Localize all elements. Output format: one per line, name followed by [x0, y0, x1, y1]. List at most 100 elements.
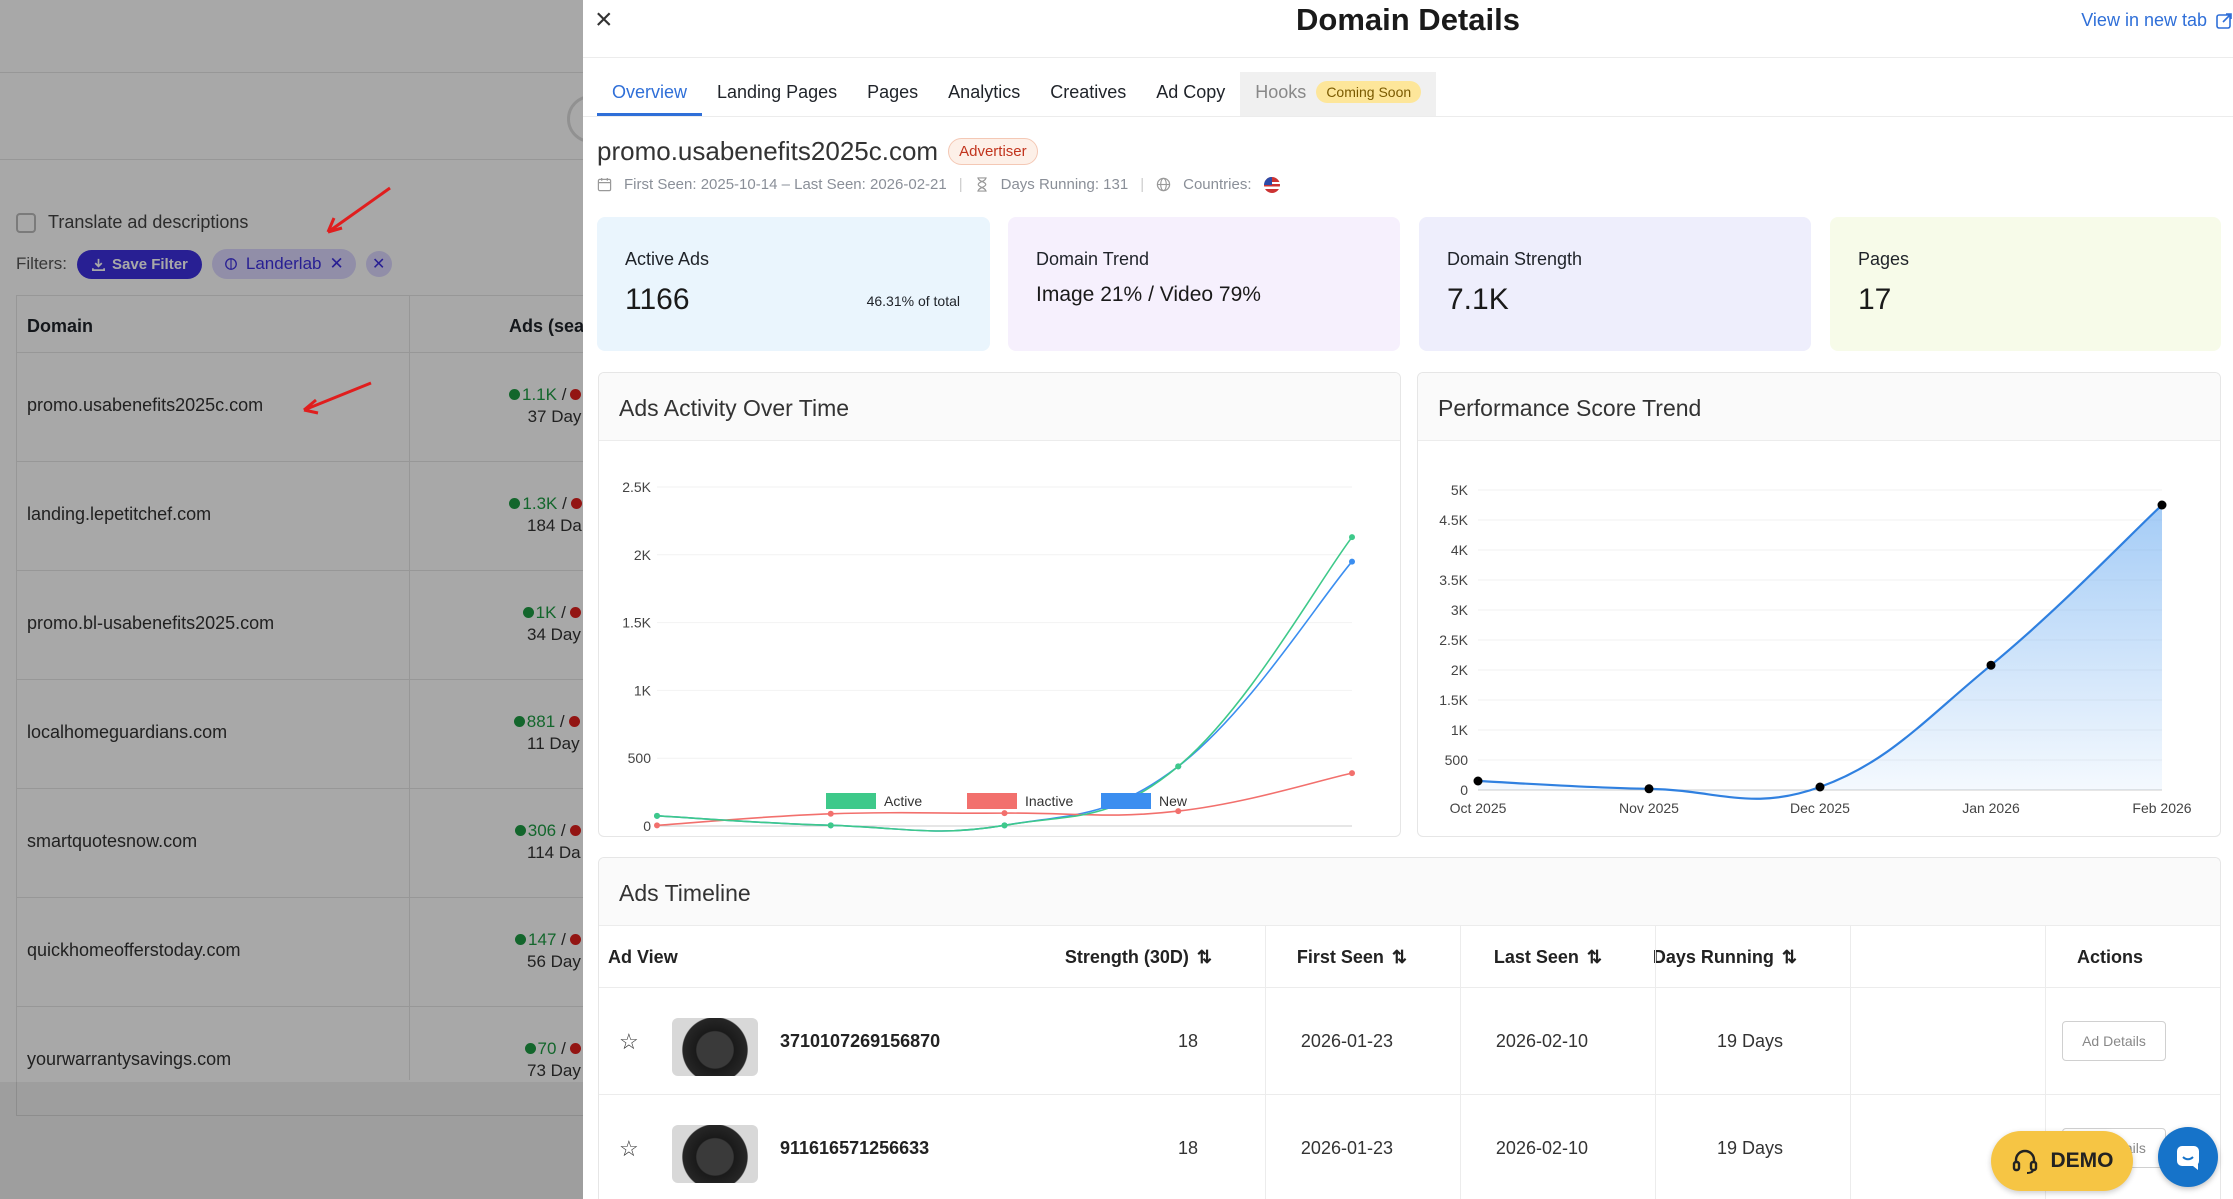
- hourglass-icon: [976, 177, 987, 192]
- chat-launcher-button[interactable]: [2158, 1127, 2218, 1187]
- ads-activity-chart: 0 500 1K 1.5K 2K 2.5K 2025-10-01 2025-11-01 2025…: [621, 479, 1355, 837]
- ad-id[interactable]: 3710107269156870: [780, 1031, 941, 1051]
- domain-cell[interactable]: promo.usabenefits2025c.com: [27, 395, 264, 415]
- demo-button[interactable]: DEMO: [1991, 1131, 2133, 1191]
- star-icon[interactable]: ☆: [619, 1029, 639, 1054]
- domain-trend-card: Domain Trend Image 21% / Video 79%: [1008, 217, 1400, 351]
- performance-panel: Performance Score Trend 0 500 1K 1.5K 2K 2.5K…: [1417, 372, 2221, 837]
- sort-icon[interactable]: ⇅: [1586, 946, 1602, 967]
- ad-details-button[interactable]: Ad Details: [2062, 1021, 2166, 1061]
- timeline-header: Ad View Strength (30D) ⇅ First Seen ⇅ Last…: [599, 926, 2220, 988]
- strength-cell: 18: [1177, 1031, 1198, 1051]
- translate-checkbox[interactable]: [16, 212, 36, 233]
- ads-activity-title: Ads Activity Over Time: [599, 373, 1400, 441]
- y-tick-label: 4.5K: [1439, 512, 1468, 528]
- x-tick-label: 2025-10-01: [621, 836, 693, 837]
- clear-filters-icon[interactable]: ✕: [365, 251, 392, 277]
- y-tick-label: 5K: [1451, 482, 1469, 498]
- data-point: [2157, 500, 2167, 510]
- strength-header[interactable]: Strength (30D) ⇅: [1064, 946, 1212, 967]
- star-icon[interactable]: ☆: [619, 1136, 639, 1161]
- translate-toggle-row[interactable]: Translate ad descriptions: [16, 212, 248, 233]
- actions-header: Actions: [2077, 946, 2144, 967]
- series-line-active: [656, 536, 1353, 832]
- data-point: [1815, 782, 1825, 792]
- close-icon[interactable]: ×: [595, 3, 613, 36]
- ad-view-header: Ad View: [608, 946, 678, 967]
- x-tick-label: Oct 2025: [1450, 800, 1507, 816]
- view-in-new-tab-link[interactable]: View in new tab: [2081, 10, 2233, 31]
- tab-overview[interactable]: Overview: [597, 72, 703, 116]
- active-ads-card: Active Ads 1166 46.31% of total: [597, 217, 990, 351]
- table-row[interactable]: landing.lepetitchef.com 1.3K /184 Da: [17, 462, 583, 571]
- table-row: ☆ 911616571256633 18 2026-01-23 2026-02-…: [599, 1095, 2220, 1199]
- data-point: [1175, 808, 1182, 815]
- chat-icon: [2177, 1146, 2199, 1170]
- tab-pages[interactable]: Pages: [867, 82, 919, 102]
- series-line-new: [656, 561, 1353, 832]
- first-seen-header[interactable]: First Seen ⇅: [1296, 946, 1407, 967]
- table-row[interactable]: smartquotesnow.com 306 /114 Da: [17, 789, 583, 898]
- tab-creatives[interactable]: Creatives: [1050, 82, 1127, 102]
- tab-ad-copy[interactable]: Ad Copy: [1156, 82, 1226, 102]
- x-tick-label: Nov 2025: [1619, 800, 1679, 816]
- domain-cell[interactable]: landing.lepetitchef.com: [27, 504, 212, 524]
- tab-bar: Overview Landing Pages Pages Analytics Creat…: [597, 72, 1437, 116]
- last-seen-cell: 2026-02-10: [1495, 1031, 1588, 1051]
- ads-cell: 1K /34 Day: [509, 603, 581, 645]
- sort-icon[interactable]: ⇅: [1391, 946, 1407, 967]
- ad-thumbnail[interactable]: [672, 1018, 758, 1076]
- table-row[interactable]: quickhomeofferstoday.com 147 /56 Day: [17, 898, 583, 1007]
- brain-icon: [224, 258, 237, 270]
- ads-timeline-title: Ads Timeline: [599, 858, 2220, 926]
- domain-column-header[interactable]: Domain: [27, 316, 94, 336]
- background-header: [0, 0, 583, 73]
- y-tick-label: 500: [1445, 752, 1469, 768]
- domain-cell[interactable]: smartquotesnow.com: [27, 831, 198, 851]
- last-seen-header[interactable]: Last Seen ⇅: [1493, 946, 1602, 967]
- legend-swatch: [1101, 793, 1151, 809]
- save-filter-button[interactable]: Save Filter: [77, 249, 202, 279]
- y-tick-label: 3.5K: [1439, 572, 1468, 588]
- data-point: [654, 822, 660, 829]
- tab-landing-pages[interactable]: Landing Pages: [717, 82, 838, 102]
- domain-cell[interactable]: yourwarrantysavings.com: [27, 1049, 232, 1069]
- domain-cell[interactable]: localhomeguardians.com: [27, 722, 228, 742]
- data-point: [1986, 660, 1996, 670]
- domain-cell[interactable]: quickhomeofferstoday.com: [27, 940, 241, 960]
- filters-label: Filters:: [16, 254, 67, 273]
- data-point: [1349, 770, 1355, 777]
- drawer-title: Domain Details: [1296, 2, 1520, 37]
- table-row[interactable]: promo.usabenefits2025c.com 1.1K /37 Day: [17, 353, 583, 462]
- days-running-header[interactable]: Days Running ⇅: [1652, 946, 1797, 967]
- legend-swatch: [967, 793, 1017, 809]
- table-row[interactable]: yourwarrantysavings.com 70 /73 Day: [17, 1007, 583, 1116]
- data-point: [654, 812, 660, 819]
- table-row[interactable]: promo.bl-usabenefits2025.com 1K /34 Day: [17, 571, 583, 680]
- data-point: [1001, 822, 1008, 829]
- sort-icon[interactable]: ⇅: [1781, 946, 1797, 967]
- domain-trend-value: Image 21% / Video 79%: [1036, 283, 1261, 306]
- table-row[interactable]: localhomeguardians.com 881 /11 Day: [17, 680, 583, 789]
- ads-cell: 147 /56 Day: [509, 930, 581, 972]
- data-point: [1349, 558, 1355, 565]
- coming-soon-badge: Coming Soon: [1316, 81, 1422, 103]
- tab-analytics[interactable]: Analytics: [948, 82, 1021, 102]
- y-tick-label: 2.5K: [622, 479, 651, 495]
- y-tick-label: 1K: [1451, 722, 1469, 738]
- ads-column-header[interactable]: Ads (sea: [509, 316, 585, 336]
- tab-hooks: Hooks Coming Soon: [1240, 72, 1437, 116]
- chip-remove-icon[interactable]: ✕: [329, 254, 344, 273]
- domain-cell[interactable]: promo.bl-usabenefits2025.com: [27, 613, 275, 633]
- days-running: Days Running: 131: [1000, 176, 1129, 193]
- sort-icon[interactable]: ⇅: [1196, 946, 1212, 967]
- y-tick-label: 3K: [1451, 602, 1469, 618]
- domain-heading: promo.usabenefits2025c.com Advertiser: [597, 136, 1038, 167]
- ads-timeline-panel: Ads Timeline Ad View Strength (30D) ⇅ Fir…: [598, 857, 2221, 1199]
- filter-chip[interactable]: Landerlab ✕: [211, 249, 356, 279]
- data-point: [1001, 810, 1008, 817]
- ad-id[interactable]: 911616571256633: [780, 1138, 930, 1158]
- us-flag-icon: [1263, 176, 1280, 193]
- data-point: [827, 810, 834, 817]
- ad-thumbnail[interactable]: [672, 1125, 758, 1183]
